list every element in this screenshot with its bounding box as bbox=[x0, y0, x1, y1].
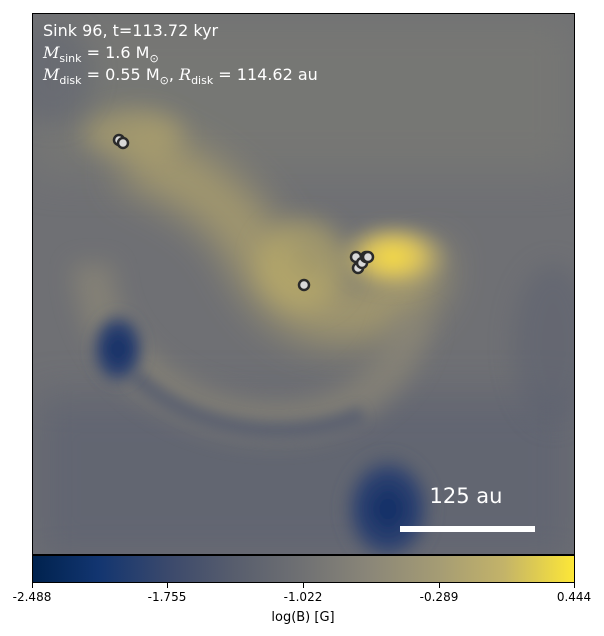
scalebar-label: 125 au bbox=[429, 484, 503, 508]
colorbar-label: log(B) [G] bbox=[271, 610, 335, 625]
colorbar-tick-label: -1.755 bbox=[147, 590, 187, 604]
colorbar-tick bbox=[574, 583, 575, 588]
magnetic-field-map: Sink 96, t=113.72 kyr Msink = 1.6 M⊙ Mdi… bbox=[32, 13, 575, 555]
colorbar-tick-label: -2.488 bbox=[12, 590, 52, 604]
field-map-image bbox=[33, 14, 574, 554]
colorbar-tick-label: 0.444 bbox=[556, 590, 592, 604]
sink-particles bbox=[112, 133, 375, 292]
sink-mass: Msink = 1.6 M⊙ bbox=[43, 43, 159, 66]
sink-particle bbox=[297, 278, 311, 292]
colorbar-tick bbox=[167, 583, 168, 588]
sink-title: Sink 96, t=113.72 kyr bbox=[43, 21, 219, 40]
sink-particle bbox=[361, 250, 375, 264]
colorbar-tick-label: -1.022 bbox=[283, 590, 323, 604]
colorbar-tick bbox=[32, 583, 33, 588]
colorbar-tick bbox=[439, 583, 440, 588]
sink-particle bbox=[116, 136, 130, 150]
colorbar-tick-label: -0.289 bbox=[419, 590, 459, 604]
colorbar-tick bbox=[303, 583, 304, 588]
scalebar bbox=[400, 526, 535, 532]
disk-properties: Mdisk = 0.55 M⊙, Rdisk = 114.62 au bbox=[43, 65, 318, 88]
colorbar bbox=[32, 555, 575, 583]
